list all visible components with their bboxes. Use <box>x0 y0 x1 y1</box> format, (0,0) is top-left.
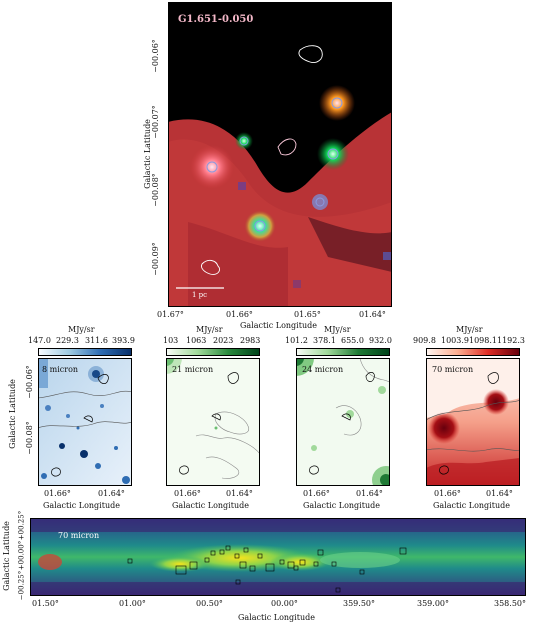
bottom-x-tick: 01.50° <box>32 599 59 608</box>
x-axis-label: Galactic Longitude <box>433 501 510 510</box>
colorbar-tick: 147.0 <box>28 336 51 345</box>
main-panel: G1.651-0.050 1 pc <box>168 2 392 307</box>
bottom-x-tick: 00.50° <box>196 599 223 608</box>
colorbar-tick: 378.1 <box>313 336 336 345</box>
x-tick: 01.66° <box>434 489 461 498</box>
main-y-tick: −00.09° <box>151 242 160 276</box>
panel-label: 8 micron <box>42 365 79 374</box>
bottom-panel-label: 70 micron <box>58 531 100 540</box>
x-tick: 01.66° <box>44 489 71 498</box>
main-x-tick: 01.64° <box>359 310 386 319</box>
bottom-x-tick: 359.50° <box>343 599 375 608</box>
colorbar-tick: 1003.9 <box>441 336 469 345</box>
panel-label: 70 micron <box>432 365 474 374</box>
y-tick: −00.06° <box>25 365 34 399</box>
panel-21-micron: 21 micron <box>166 358 260 486</box>
colorbar-tick: 2983 <box>240 336 261 345</box>
colorbar-tick: 229.3 <box>56 336 79 345</box>
colorbar-70 <box>426 348 520 356</box>
main-y-tick: −00.07° <box>151 105 160 139</box>
colorbar-tick: 101.2 <box>285 336 308 345</box>
bottom-x-axis-label: Galactic Longitude <box>238 613 315 622</box>
colorbar-21 <box>166 348 260 356</box>
panel-70-micron: 70 micron <box>426 358 520 486</box>
x-axis-label: Galactic Longitude <box>303 501 380 510</box>
x-tick: 01.64° <box>356 489 383 498</box>
bottom-x-tick: 00.00° <box>271 599 298 608</box>
colorbar-tick: 1063 <box>186 336 207 345</box>
bottom-x-tick: 358.50° <box>494 599 526 608</box>
main-x-tick: 01.66° <box>226 310 253 319</box>
colorbar-tick: 393.9 <box>112 336 135 345</box>
x-tick: 01.64° <box>226 489 253 498</box>
scale-bar-label: 1 pc <box>192 291 208 299</box>
colorbar-24 <box>296 348 390 356</box>
bottom-x-tick: 01.00° <box>119 599 146 608</box>
x-axis-label: Galactic Longitude <box>172 501 249 510</box>
colorbar-tick: 103 <box>163 336 179 345</box>
colorbar-tick: 2023 <box>213 336 234 345</box>
main-panel-image <box>168 2 392 307</box>
main-y-axis-label: Galactic Latitude <box>143 119 152 189</box>
main-panel-title: G1.651-0.050 <box>178 14 254 25</box>
bottom-y-axis-label: Galactic Latitude <box>2 521 11 591</box>
main-y-tick: −00.06° <box>151 39 160 73</box>
x-tick: 01.66° <box>303 489 330 498</box>
colorbar-unit: MJy/sr <box>196 325 223 334</box>
colorbar-tick: 909.8 <box>413 336 436 345</box>
colorbar-tick: 311.6 <box>85 336 108 345</box>
colorbar-8 <box>38 348 132 356</box>
panel-label: 24 micron <box>302 365 344 374</box>
main-x-tick: 01.65° <box>294 310 321 319</box>
panel-label: 21 micron <box>172 365 214 374</box>
y-axis-label: Galactic Latitude <box>8 379 17 449</box>
colorbar-unit: MJy/sr <box>68 325 95 334</box>
colorbar-tick: 1098.1 <box>469 336 497 345</box>
colorbar-unit: MJy/sr <box>324 325 351 334</box>
main-x-axis-label: Galactic Longitude <box>240 321 317 330</box>
bottom-panel: 70 micron <box>30 518 526 596</box>
bottom-y-tick: −00.25° <box>17 570 26 601</box>
panel-8-micron: 8 micron <box>38 358 132 486</box>
colorbar-tick: 932.0 <box>369 336 392 345</box>
y-tick: −00.08° <box>25 421 34 455</box>
x-axis-label: Galactic Longitude <box>43 501 120 510</box>
colorbar-unit: MJy/sr <box>456 325 483 334</box>
x-tick: 01.64° <box>486 489 513 498</box>
panel-24-micron: 24 micron <box>296 358 390 486</box>
bottom-x-tick: 359.00° <box>417 599 449 608</box>
x-tick: 01.66° <box>174 489 201 498</box>
main-y-tick: −00.08° <box>151 173 160 207</box>
colorbar-tick: 1192.3 <box>497 336 525 345</box>
x-tick: 01.64° <box>98 489 125 498</box>
colorbar-tick: 655.0 <box>341 336 364 345</box>
main-x-tick: 01.67° <box>157 310 184 319</box>
